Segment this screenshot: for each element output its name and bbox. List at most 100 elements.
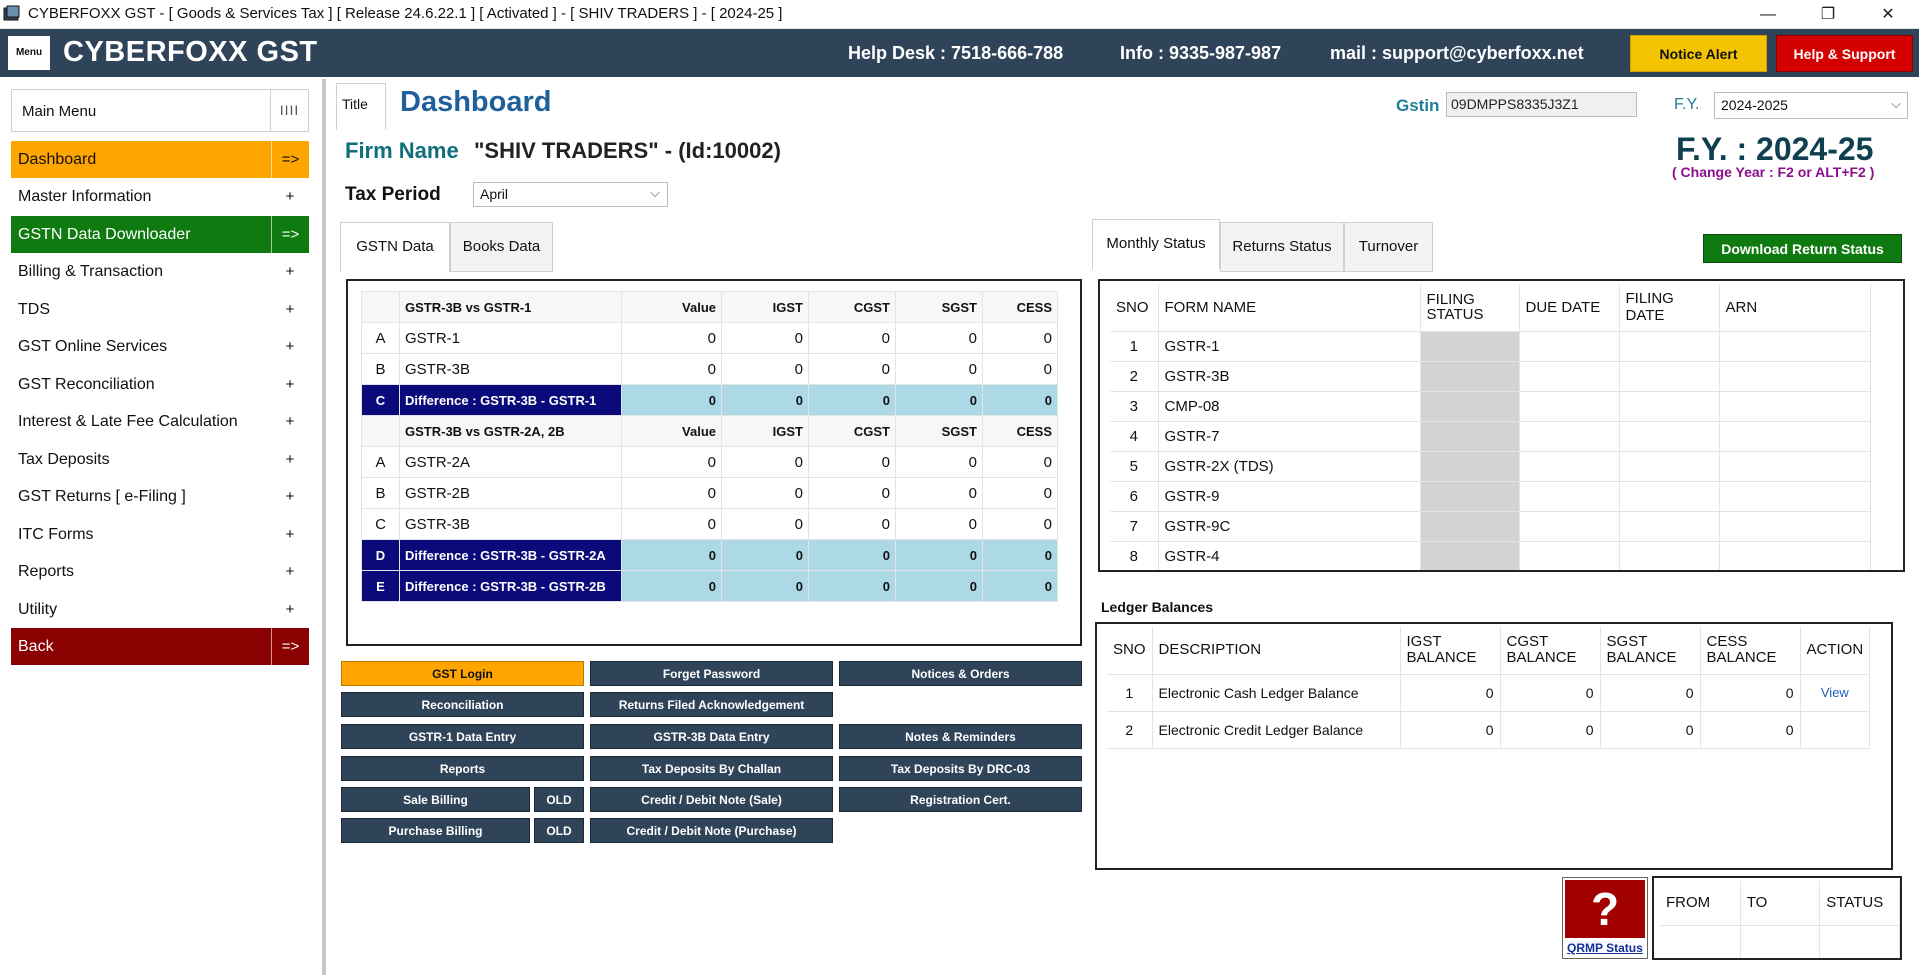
gstr3b-entry-button[interactable]: GSTR-3B Data Entry [590,724,833,749]
cell-value: 0 [621,508,722,540]
purchase-billing-button[interactable]: Purchase Billing [341,818,530,843]
sidebar-item-gst-online-services[interactable]: GST Online Services + [11,328,309,365]
tax-by-challan-button[interactable]: Tax Deposits By Challan [590,756,833,781]
sidebar-item-tax-deposits[interactable]: Tax Deposits + [11,441,309,478]
cell-description: Electronic Cash Ledger Balance [1152,674,1401,712]
sidebar-item-interest-late-fee[interactable]: Interest & Late Fee Calculation + [11,403,309,440]
collapse-grip-icon[interactable]: IIII [270,90,308,131]
cell-cgst: 0 [808,322,896,354]
notices-orders-button[interactable]: Notices & Orders [839,661,1082,686]
table-row[interactable]: 6 GSTR-9 [1110,481,1871,512]
sidebar-item-itc-forms[interactable]: ITC Forms + [11,516,309,553]
cell-form: CMP-08 [1158,391,1421,422]
restore-button[interactable]: ❐ [1820,6,1836,23]
col-header: IGST [721,415,809,447]
sale-billing-button[interactable]: Sale Billing [341,787,530,812]
sidebar-item-label: Back [18,638,54,655]
credit-debit-purchase-button[interactable]: Credit / Debit Note (Purchase) [590,818,833,843]
window-title: CYBERFOXX GST - [ Goods & Services Tax ]… [28,5,783,22]
sidebar-item-utility[interactable]: Utility + [11,591,309,628]
monthly-status-panel: SNO FORM NAME FILING STATUS DUE DATE FIL… [1098,279,1905,572]
tab-gstn-data[interactable]: GSTN Data [340,222,450,272]
row-label: GSTR-3B [399,353,622,385]
cell-arn [1719,511,1871,542]
sidebar-item-tds[interactable]: TDS + [11,291,309,328]
table-row[interactable]: 3 CMP-08 [1110,391,1871,422]
table-row: A GSTR-1 0 0 0 0 0 [361,322,1058,354]
table-row[interactable]: 8 GSTR-4 [1110,541,1871,570]
table-header-row: FROM TO STATUS [1660,881,1900,926]
tax-by-drc-button[interactable]: Tax Deposits By DRC-03 [839,756,1082,781]
info-text: Info : 9335-987-987 [1120,43,1282,63]
qrmp-status-button[interactable]: ? QRMP Status [1562,877,1648,959]
col-header: TO [1740,881,1821,926]
table-row: B GSTR-3B 0 0 0 0 0 [361,353,1058,385]
cell-cgst: 0 [1500,711,1601,749]
view-link[interactable]: View [1800,674,1871,712]
credit-debit-sale-button[interactable]: Credit / Debit Note (Sale) [590,787,833,812]
cell-filing-date [1619,421,1720,452]
gst-login-button[interactable]: GST Login [341,661,584,686]
col-header: CGST BALANCE [1500,627,1601,675]
tab-returns-status[interactable]: Returns Status [1220,222,1344,272]
tab-turnover[interactable]: Turnover [1344,222,1433,272]
close-button[interactable]: ✕ [1881,6,1895,23]
reconciliation-button[interactable]: Reconciliation [341,692,584,717]
cell-igst: 0 [721,322,809,354]
sidebar-item-reports[interactable]: Reports + [11,553,309,590]
sidebar-item-label: Dashboard [18,151,97,168]
registration-cert-button[interactable]: Registration Cert. [839,787,1082,812]
difference-row[interactable]: C Difference : GSTR-3B - GSTR-1 0 0 0 0 … [361,384,1058,416]
cell-cgst: 0 [808,570,896,602]
section-title: GSTR-3B vs GSTR-2A, 2B [399,415,622,447]
col-header: SNO [1107,627,1153,675]
sidebar-item-gstn-data-downloader[interactable]: GSTN Data Downloader => [11,216,309,253]
gstin-field[interactable]: 09DMPPS8335J3Z1 [1446,92,1637,117]
section-header-row: GSTR-3B vs GSTR-2A, 2B Value IGST CGST S… [361,415,1058,447]
gstr1-entry-button[interactable]: GSTR-1 Data Entry [341,724,584,749]
table-row[interactable]: 2 GSTR-3B [1110,361,1871,392]
ledger-balances-panel: SNO DESCRIPTION IGST BALANCE CGST BALANC… [1095,622,1893,870]
menu-button[interactable]: Menu [8,36,50,70]
notice-alert-button[interactable]: Notice Alert [1630,35,1767,72]
cell-sno: 2 [1110,361,1159,392]
cell-filing-date [1619,481,1720,512]
arrow-sign: => [271,628,309,665]
minimize-button[interactable]: — [1760,6,1776,23]
forget-password-button[interactable]: Forget Password [590,661,833,686]
sidebar-item-dashboard[interactable]: Dashboard => [11,141,309,178]
col-header: ACTION [1800,627,1871,675]
tax-period-select[interactable]: April ⌵ [473,182,668,207]
qrmp-status-link[interactable]: QRMP Status [1567,941,1643,955]
purchase-billing-old-button[interactable]: OLD [534,818,584,843]
tax-period-value: April [480,186,509,202]
sidebar-item-billing-transaction[interactable]: Billing & Transaction + [11,253,309,290]
table-row[interactable]: 1 GSTR-1 [1110,331,1871,362]
difference-row[interactable]: E Difference : GSTR-3B - GSTR-2B 0 0 0 0… [361,570,1058,602]
table-row[interactable]: 7 GSTR-9C [1110,511,1871,542]
table-row[interactable]: 4 GSTR-7 [1110,421,1871,452]
cell-filing-status [1420,331,1520,362]
cell-value: 0 [621,570,722,602]
chevron-down-icon: ⌵ [650,185,660,200]
sale-billing-old-button[interactable]: OLD [534,787,584,812]
difference-row[interactable]: D Difference : GSTR-3B - GSTR-2A 0 0 0 0… [361,539,1058,571]
returns-ack-button[interactable]: Returns Filed Acknowledgement [590,692,833,717]
fy-select[interactable]: 2024-2025 ⌵ [1714,92,1908,119]
reports-button[interactable]: Reports [341,756,584,781]
tab-monthly-status[interactable]: Monthly Status [1092,219,1220,269]
help-support-button[interactable]: Help & Support [1776,35,1913,72]
tab-books-data[interactable]: Books Data [450,222,553,272]
sidebar-item-back[interactable]: Back => [11,628,309,665]
cell-cess: 0 [982,353,1058,385]
title-tab: Title [336,83,386,130]
cell-cgst: 0 [1500,674,1601,712]
table-row[interactable]: 5 GSTR-2X (TDS) [1110,451,1871,482]
sidebar-item-gst-returns[interactable]: GST Returns [ e-Filing ] + [11,478,309,515]
cell-filing-date [1619,331,1720,362]
sidebar-item-master-information[interactable]: Master Information + [11,178,309,215]
notes-reminders-button[interactable]: Notes & Reminders [839,724,1082,749]
download-return-status-button[interactable]: Download Return Status [1703,234,1902,263]
sidebar-item-label: Billing & Transaction [18,263,163,280]
sidebar-item-gst-reconciliation[interactable]: GST Reconciliation + [11,366,309,403]
